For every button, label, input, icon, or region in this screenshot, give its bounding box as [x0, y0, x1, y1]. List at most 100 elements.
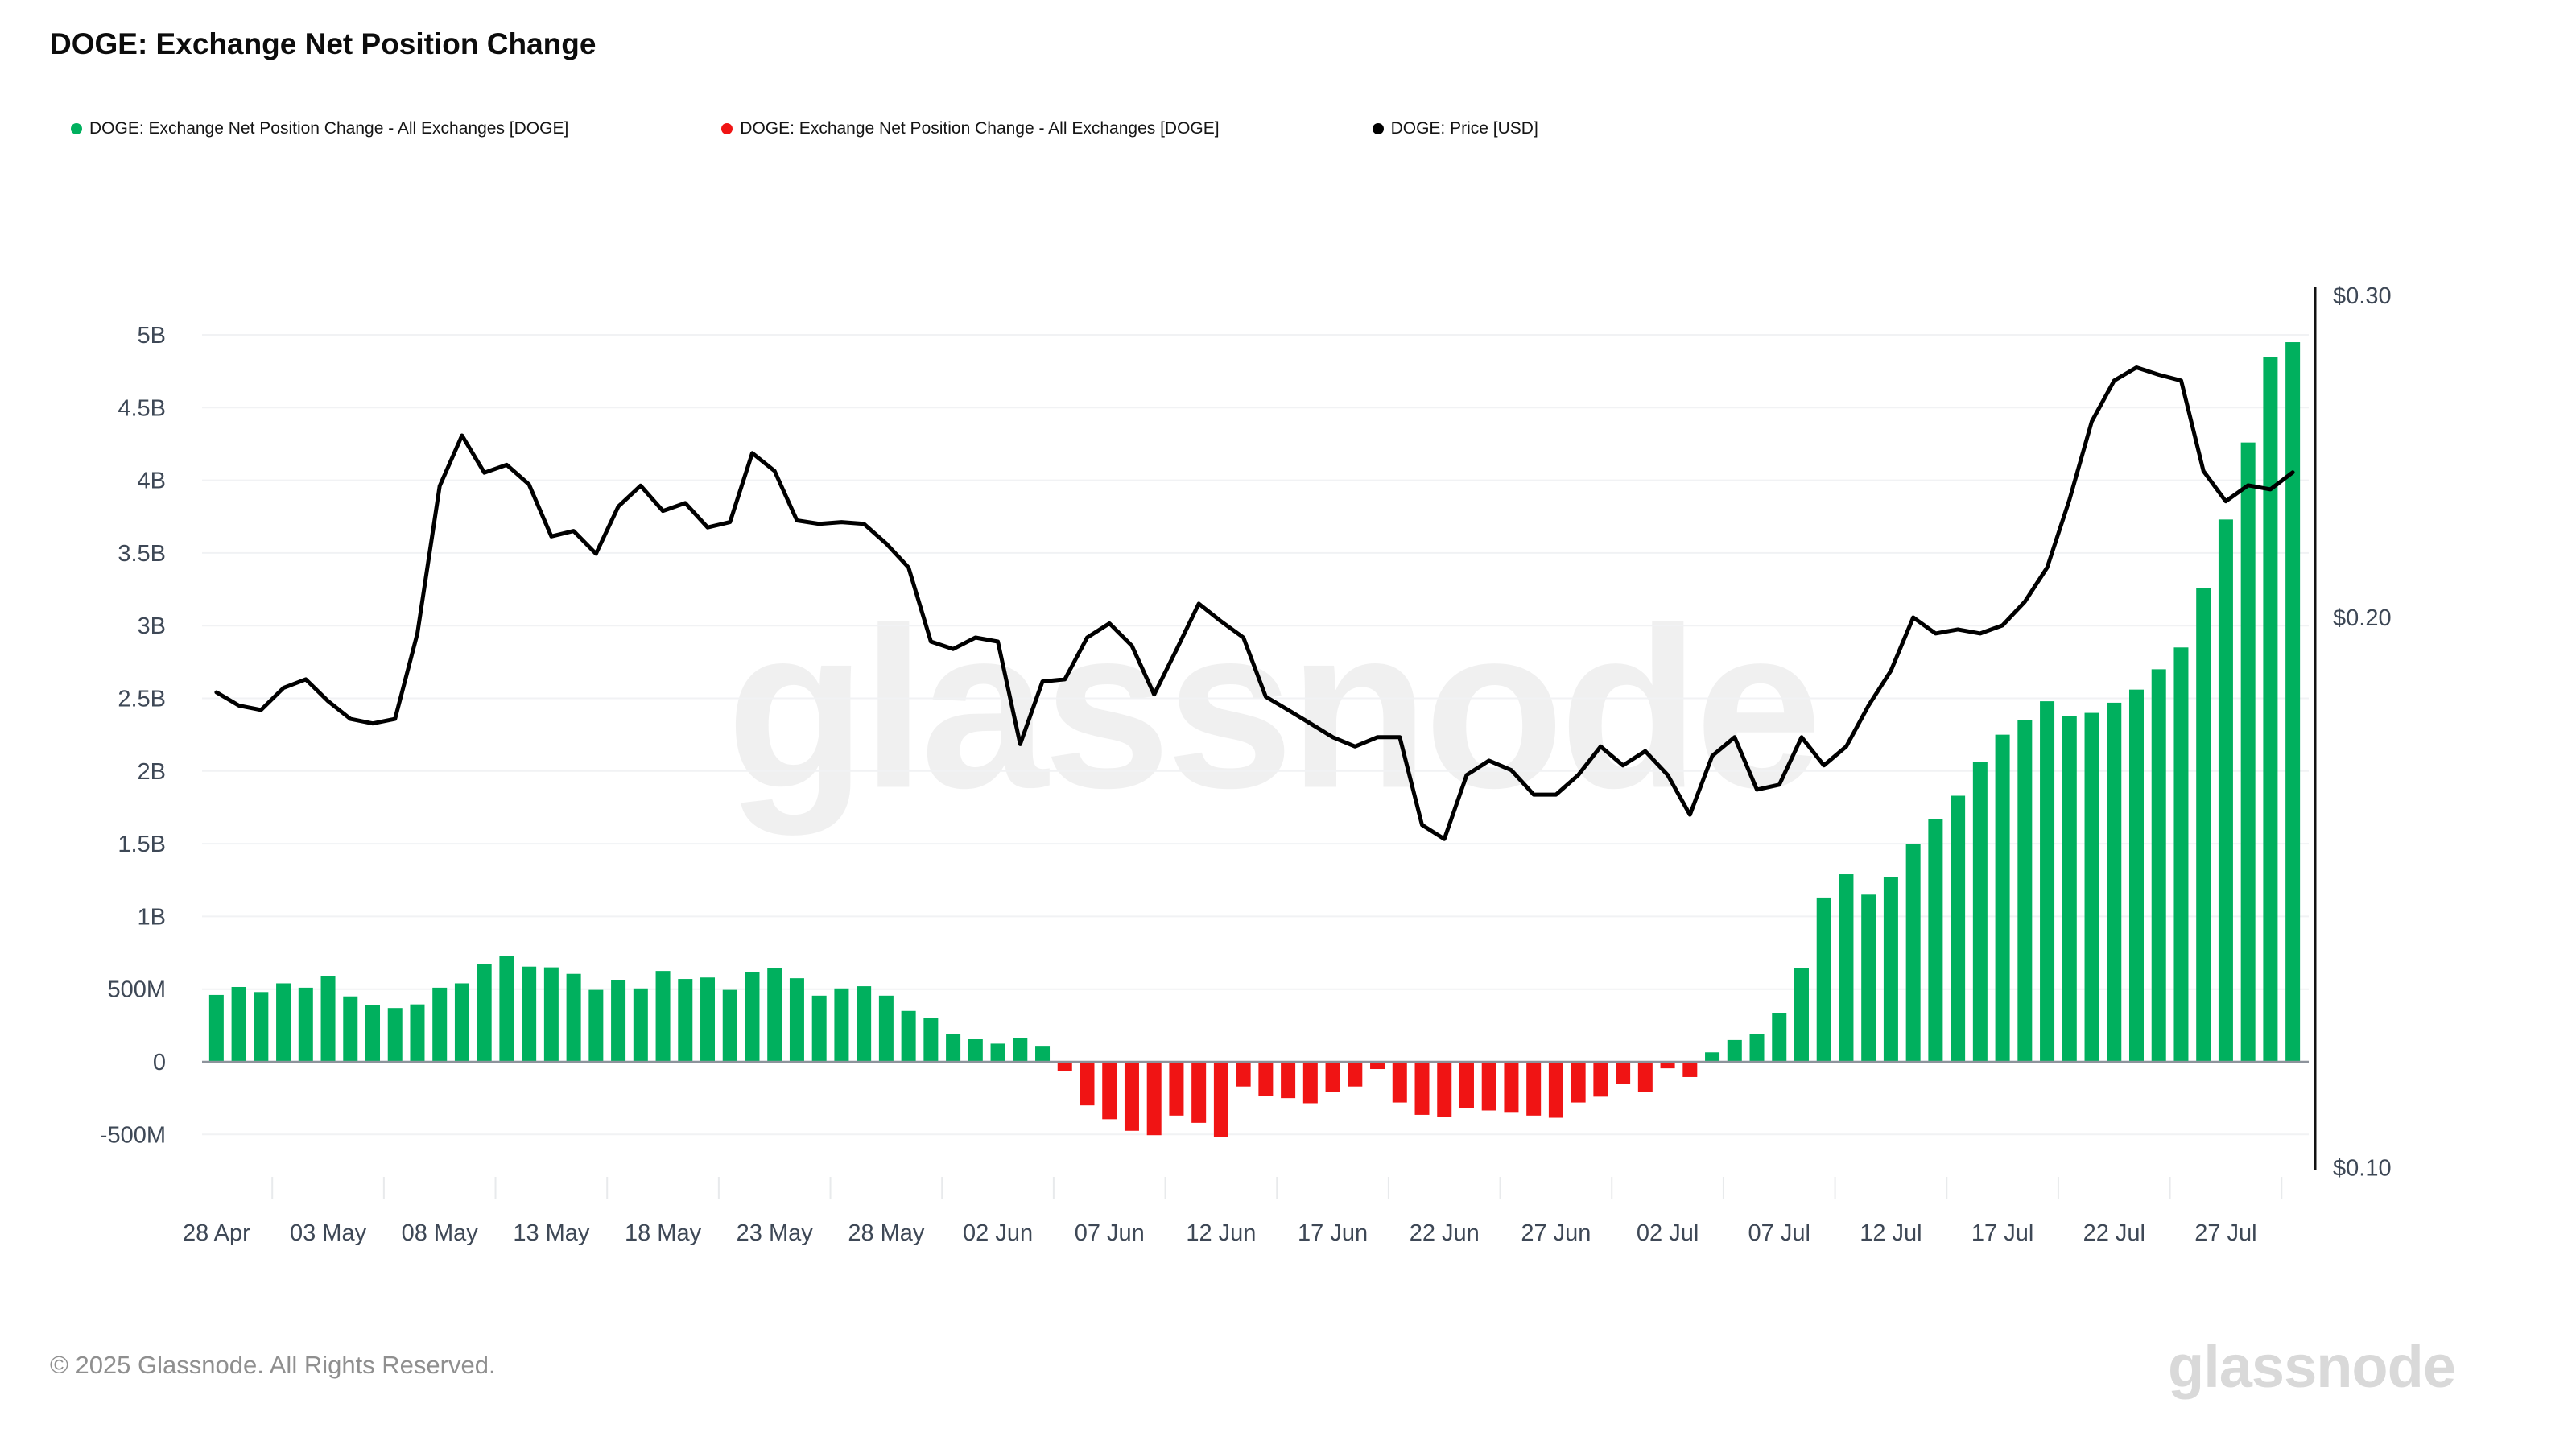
net-position-bar[interactable]	[1191, 1062, 1207, 1123]
net-position-bar[interactable]	[208, 994, 224, 1062]
net-position-bar[interactable]	[767, 968, 782, 1062]
net-position-bar[interactable]	[365, 1005, 381, 1062]
net-position-bar[interactable]	[901, 1010, 916, 1062]
net-position-bar[interactable]	[320, 976, 336, 1062]
net-position-bar[interactable]	[923, 1018, 939, 1062]
net-position-bar[interactable]	[1035, 1046, 1051, 1062]
net-position-bar[interactable]	[410, 1004, 425, 1062]
net-position-bar[interactable]	[1481, 1062, 1496, 1111]
net-position-bar[interactable]	[1057, 1062, 1072, 1071]
net-position-bar[interactable]	[2062, 716, 2077, 1062]
price-line[interactable]	[214, 365, 2295, 841]
net-position-bar[interactable]	[454, 983, 469, 1062]
net-position-bar[interactable]	[811, 995, 827, 1062]
net-position-bar[interactable]	[1437, 1062, 1452, 1117]
net-position-bar[interactable]	[2017, 720, 2033, 1062]
net-position-bar[interactable]	[633, 988, 648, 1062]
net-position-bar[interactable]	[566, 973, 581, 1062]
net-position-bar[interactable]	[2285, 342, 2301, 1062]
net-position-bar[interactable]	[1995, 734, 2010, 1062]
net-position-bar[interactable]	[1749, 1034, 1765, 1062]
net-position-bar[interactable]	[1080, 1062, 1095, 1106]
net-position-bar[interactable]	[499, 956, 514, 1062]
net-position-bar[interactable]	[522, 966, 537, 1062]
net-position-bar[interactable]	[1258, 1062, 1274, 1096]
net-position-bar[interactable]	[1102, 1062, 1117, 1120]
net-position-bar[interactable]	[1861, 894, 1876, 1062]
net-position-bar[interactable]	[1414, 1062, 1430, 1115]
net-position-bar[interactable]	[477, 964, 492, 1062]
net-position-bar[interactable]	[298, 987, 313, 1062]
net-position-bar[interactable]	[1705, 1052, 1720, 1062]
legend-item-price[interactable]: DOGE: Price [USD]	[1372, 119, 1538, 138]
net-position-bar[interactable]	[2263, 357, 2278, 1063]
net-position-bar[interactable]	[968, 1039, 983, 1062]
net-position-bar[interactable]	[432, 987, 448, 1062]
net-position-bar[interactable]	[611, 980, 626, 1062]
net-position-bar[interactable]	[878, 995, 894, 1062]
net-position-bar[interactable]	[231, 986, 246, 1062]
net-position-bar[interactable]	[1972, 762, 1988, 1062]
net-position-bar[interactable]	[1213, 1062, 1228, 1137]
red-circle-icon	[721, 123, 733, 134]
net-position-bar[interactable]	[834, 988, 849, 1062]
net-position-bar[interactable]	[1325, 1062, 1340, 1092]
net-position-bar[interactable]	[1526, 1062, 1542, 1116]
net-position-bar[interactable]	[1883, 877, 1898, 1062]
net-position-bar[interactable]	[2128, 689, 2144, 1062]
net-position-bar[interactable]	[655, 971, 671, 1062]
net-position-bar[interactable]	[1370, 1062, 1385, 1070]
net-position-bar[interactable]	[2174, 647, 2189, 1062]
net-position-bar[interactable]	[1593, 1062, 1608, 1097]
net-position-bar[interactable]	[1727, 1039, 1742, 1062]
net-position-bar[interactable]	[1571, 1062, 1586, 1103]
legend-item-net-position-negative[interactable]: DOGE: Exchange Net Position Change - All…	[721, 119, 1220, 138]
net-position-bar[interactable]	[789, 978, 804, 1062]
net-position-bar[interactable]	[387, 1008, 402, 1062]
net-position-bar[interactable]	[1839, 874, 1854, 1062]
net-position-bar[interactable]	[1169, 1062, 1184, 1116]
net-position-bar[interactable]	[2040, 701, 2055, 1062]
net-position-bar[interactable]	[1548, 1062, 1563, 1118]
net-position-bar[interactable]	[1660, 1062, 1675, 1069]
net-position-bar[interactable]	[2196, 588, 2211, 1062]
net-position-bar[interactable]	[1794, 968, 1809, 1062]
net-position-bar[interactable]	[1616, 1062, 1631, 1084]
net-position-bar[interactable]	[1951, 795, 1966, 1062]
net-position-bar[interactable]	[1236, 1062, 1251, 1087]
net-position-bar[interactable]	[857, 986, 872, 1062]
net-position-bar[interactable]	[254, 992, 269, 1062]
legend-item-net-position-positive[interactable]: DOGE: Exchange Net Position Change - All…	[71, 119, 568, 138]
net-position-bar[interactable]	[588, 989, 604, 1062]
net-position-bar[interactable]	[1504, 1062, 1519, 1113]
net-position-bar[interactable]	[543, 967, 559, 1062]
net-position-bar[interactable]	[2107, 702, 2122, 1062]
net-position-bar[interactable]	[1392, 1062, 1407, 1103]
net-position-bar[interactable]	[1682, 1062, 1698, 1077]
net-position-bar[interactable]	[1124, 1062, 1139, 1131]
net-position-bar[interactable]	[1816, 897, 1831, 1062]
net-position-bar[interactable]	[1637, 1062, 1653, 1092]
net-position-bar[interactable]	[343, 996, 358, 1062]
net-position-bar[interactable]	[1348, 1062, 1363, 1087]
net-position-bar[interactable]	[990, 1043, 1005, 1062]
net-position-bar[interactable]	[1905, 844, 1921, 1062]
net-position-bar[interactable]	[2084, 712, 2099, 1062]
net-position-bar[interactable]	[2218, 519, 2233, 1062]
net-position-bar[interactable]	[1459, 1062, 1474, 1108]
net-position-bar[interactable]	[1281, 1062, 1296, 1099]
net-position-bar[interactable]	[276, 983, 291, 1062]
net-position-bar[interactable]	[1013, 1038, 1028, 1062]
net-position-bar[interactable]	[1146, 1062, 1162, 1136]
net-position-bar[interactable]	[700, 977, 716, 1062]
net-position-bar[interactable]	[1302, 1062, 1318, 1104]
net-position-bar[interactable]	[946, 1034, 961, 1062]
net-position-bar[interactable]	[678, 979, 693, 1062]
net-position-bar[interactable]	[722, 989, 737, 1062]
net-position-bar[interactable]	[2151, 669, 2166, 1062]
net-position-bar[interactable]	[1772, 1013, 1787, 1062]
net-position-bar[interactable]	[1928, 819, 1943, 1062]
net-position-bar[interactable]	[2240, 442, 2256, 1062]
net-position-bar[interactable]	[745, 972, 760, 1062]
